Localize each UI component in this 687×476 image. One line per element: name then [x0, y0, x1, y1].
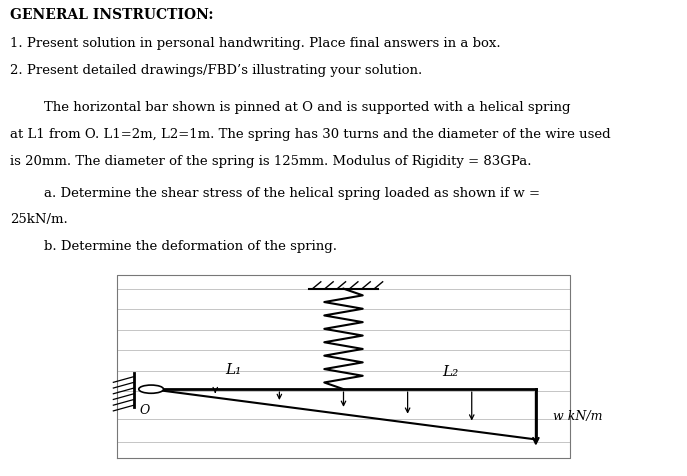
Text: GENERAL INSTRUCTION:: GENERAL INSTRUCTION: [10, 8, 214, 22]
Text: 25kN/m.: 25kN/m. [10, 213, 68, 226]
Text: at L1 from O. L1=2m, L2=1m. The spring has 30 turns and the diameter of the wire: at L1 from O. L1=2m, L2=1m. The spring h… [10, 128, 611, 141]
Text: w kN/m: w kN/m [553, 410, 602, 423]
Text: 1. Present solution in personal handwriting. Place final answers in a box.: 1. Present solution in personal handwrit… [10, 37, 501, 50]
Text: 2. Present detailed drawings/FBD’s illustrating your solution.: 2. Present detailed drawings/FBD’s illus… [10, 64, 423, 77]
Text: is 20mm. The diameter of the spring is 125mm. Modulus of Rigidity = 83GPa.: is 20mm. The diameter of the spring is 1… [10, 155, 532, 168]
Text: L₁: L₁ [225, 363, 242, 377]
Circle shape [139, 385, 164, 393]
Text: L₂: L₂ [442, 365, 458, 379]
Text: O: O [139, 404, 149, 417]
Text: a. Determine the shear stress of the helical spring loaded as shown if w =: a. Determine the shear stress of the hel… [10, 187, 540, 199]
Text: b. Determine the deformation of the spring.: b. Determine the deformation of the spri… [10, 240, 337, 253]
Text: The horizontal bar shown is pinned at O and is supported with a helical spring: The horizontal bar shown is pinned at O … [10, 101, 571, 114]
